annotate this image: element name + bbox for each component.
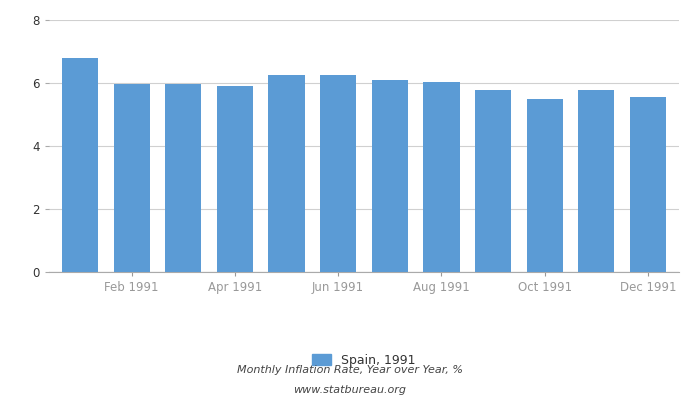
Text: www.statbureau.org: www.statbureau.org (293, 385, 407, 395)
Bar (320, 75, 356, 272)
Bar (217, 86, 253, 272)
Bar (475, 90, 511, 272)
Legend: Spain, 1991: Spain, 1991 (307, 348, 421, 372)
Bar (113, 84, 150, 272)
Bar (269, 75, 304, 272)
Bar (62, 58, 98, 272)
Text: Monthly Inflation Rate, Year over Year, %: Monthly Inflation Rate, Year over Year, … (237, 365, 463, 375)
Bar (372, 80, 408, 272)
Bar (526, 99, 563, 272)
Bar (424, 82, 459, 272)
Bar (578, 90, 615, 272)
Bar (165, 84, 202, 272)
Bar (630, 97, 666, 272)
